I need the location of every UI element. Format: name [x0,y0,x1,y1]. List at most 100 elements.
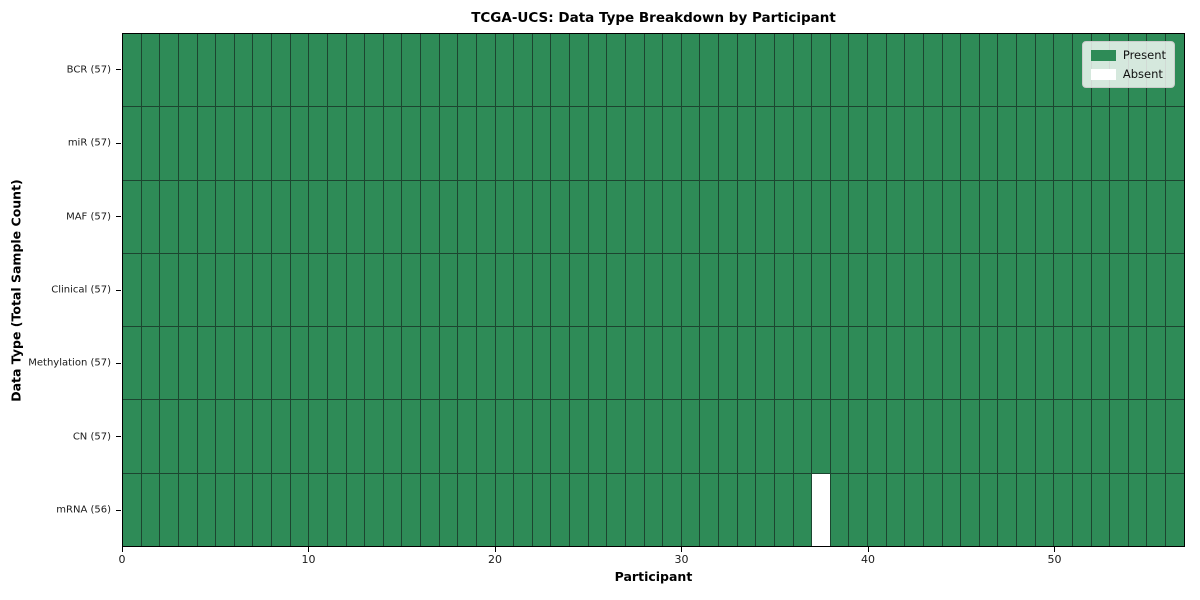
heatmap-cell-present [607,34,626,107]
heatmap-cell-present [234,473,254,546]
heatmap-cell-present [998,327,1017,400]
heatmap-cell-present [290,34,310,107]
heatmap-cell-present [607,400,626,473]
heatmap-cell-present [644,327,664,400]
x-tick-label: 0 [118,553,126,566]
heatmap-cell-present [197,107,217,180]
heatmap-cell-present [644,107,664,180]
heatmap-cell-present [197,34,217,107]
heatmap-cell-present [923,180,943,253]
heatmap-cell-present [1110,400,1129,473]
heatmap-cell-present [961,180,980,253]
heatmap-cell-present [216,473,235,546]
legend: Present Absent [1081,41,1175,88]
heatmap-cell-present [793,327,813,400]
heatmap-cell-present [793,253,813,327]
heatmap-cell-present [327,473,347,546]
heatmap-cell-present [476,473,496,546]
heatmap-cell-present [458,327,477,400]
heatmap-cell-present [383,107,403,180]
heatmap-cell-present [365,400,384,473]
heatmap-cell-present [495,327,515,400]
heatmap-cell-present [663,180,682,253]
legend-label-absent: Absent [1122,67,1163,81]
heatmap-cell-present [644,180,664,253]
heatmap-cell-present [979,107,999,180]
heatmap-cell-present [830,107,850,180]
heatmap-cell-present [272,34,291,107]
heatmap-cell-present [737,107,757,180]
heatmap-cell-present [719,107,738,180]
heatmap-cell-present [979,400,999,473]
heatmap-cell-present [123,180,142,253]
heatmap-cell-present [700,253,719,327]
heatmap-cell-present [849,107,868,180]
heatmap-cell-present [439,34,459,107]
heatmap-cell-present [532,34,552,107]
heatmap-row-miR [123,107,1184,181]
x-tick-mark [494,547,496,552]
heatmap-cell-present [141,473,161,546]
heatmap-cell-present [570,253,589,327]
heatmap-cell-present [979,34,999,107]
heatmap-cell-present [495,180,515,253]
heatmap-cell-present [886,327,906,400]
heatmap-cell-present [253,107,272,180]
heatmap-cell-present [868,107,887,180]
x-axis-label: Participant [614,569,693,584]
heatmap-cell-present [1110,180,1129,253]
heatmap-cell-present [458,400,477,473]
heatmap-cell-present [700,34,719,107]
heatmap-cell-present [1017,34,1036,107]
heatmap-cell-present [365,253,384,327]
heatmap-cell-present [830,253,850,327]
heatmap-cell-present [197,400,217,473]
heatmap-cell-present [719,34,738,107]
heatmap-cell-present [532,253,552,327]
heatmap-cell-present [272,253,291,327]
heatmap-cell-present [737,253,757,327]
heatmap-cell-present [514,253,533,327]
heatmap-cell-present [588,473,608,546]
heatmap-cell-present [290,180,310,253]
heatmap-cell-present [979,473,999,546]
heatmap-cell-present [327,180,347,253]
heatmap-cell-present [756,107,775,180]
heatmap-cell-present [272,327,291,400]
heatmap-plot-area: Present Absent [122,33,1185,547]
y-tick-mark [116,362,121,364]
heatmap-cell-present [327,327,347,400]
heatmap-cell-present [309,400,328,473]
heatmap-cell-present [1091,180,1111,253]
heatmap-cell-present [886,400,906,473]
heatmap-cell-present [476,400,496,473]
heatmap-cell-present [234,400,254,473]
heatmap-cell-present [830,400,850,473]
heatmap-cell-present [272,473,291,546]
heatmap-cell-present [756,180,775,253]
heatmap-cell-present [812,253,831,327]
heatmap-row-MAF [123,180,1184,254]
heatmap-cell-present [178,107,198,180]
heatmap-cell-present [1147,473,1166,546]
heatmap-cell-present [439,400,459,473]
heatmap-cell-present [309,253,328,327]
heatmap-cell-present [141,180,161,253]
heatmap-cell-present [1166,473,1184,546]
heatmap-cell-present [774,327,794,400]
heatmap-cell-present [923,400,943,473]
legend-swatch-present [1090,49,1116,61]
legend-swatch-absent [1090,68,1116,80]
heatmap-cell-present [737,473,757,546]
heatmap-cell-present [681,400,701,473]
heatmap-cell-present [309,180,328,253]
heatmap-cell-present [700,473,719,546]
heatmap-cell-present [197,473,217,546]
heatmap-cell-present [1091,107,1111,180]
heatmap-cell-present [253,34,272,107]
heatmap-cell-present [1128,180,1148,253]
y-tick-mark [116,509,121,511]
heatmap-cell-present [607,180,626,253]
heatmap-cell-present [346,180,366,253]
heatmap-cell-present [1166,180,1184,253]
